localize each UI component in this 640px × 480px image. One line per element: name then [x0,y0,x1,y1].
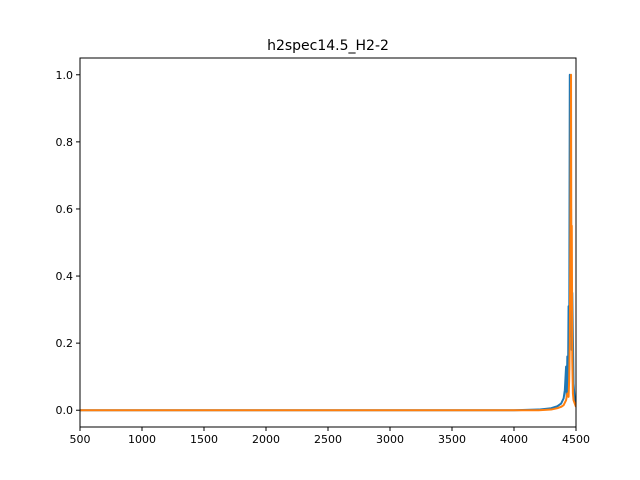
series-line-2 [80,73,576,412]
x-tick-label: 1000 [128,433,156,446]
x-tick-label: 1500 [190,433,218,446]
y-tick-label: 0.8 [56,136,74,149]
y-tick-label: 1.0 [56,69,74,82]
y-tick-label: 0.4 [56,270,74,283]
plot-area: 500 1000 1500 2000 2500 3000 3500 4000 4500 0.0 0.… [56,57,590,446]
y-tick-label: 0.2 [56,337,74,350]
x-tick-label: 4500 [562,433,590,446]
x-tick-label: 2000 [252,433,280,446]
x-tick-label: 3000 [376,433,404,446]
x-tick-label: 3500 [438,433,466,446]
y-tick-label: 0.0 [56,404,74,417]
chart-title: h2spec14.5_H2-2 [267,38,389,54]
y-tick-label: 0.6 [56,203,74,216]
x-tick-label: 4000 [500,433,528,446]
x-tick-label: 500 [70,433,91,446]
x-tick-label: 2500 [314,433,342,446]
